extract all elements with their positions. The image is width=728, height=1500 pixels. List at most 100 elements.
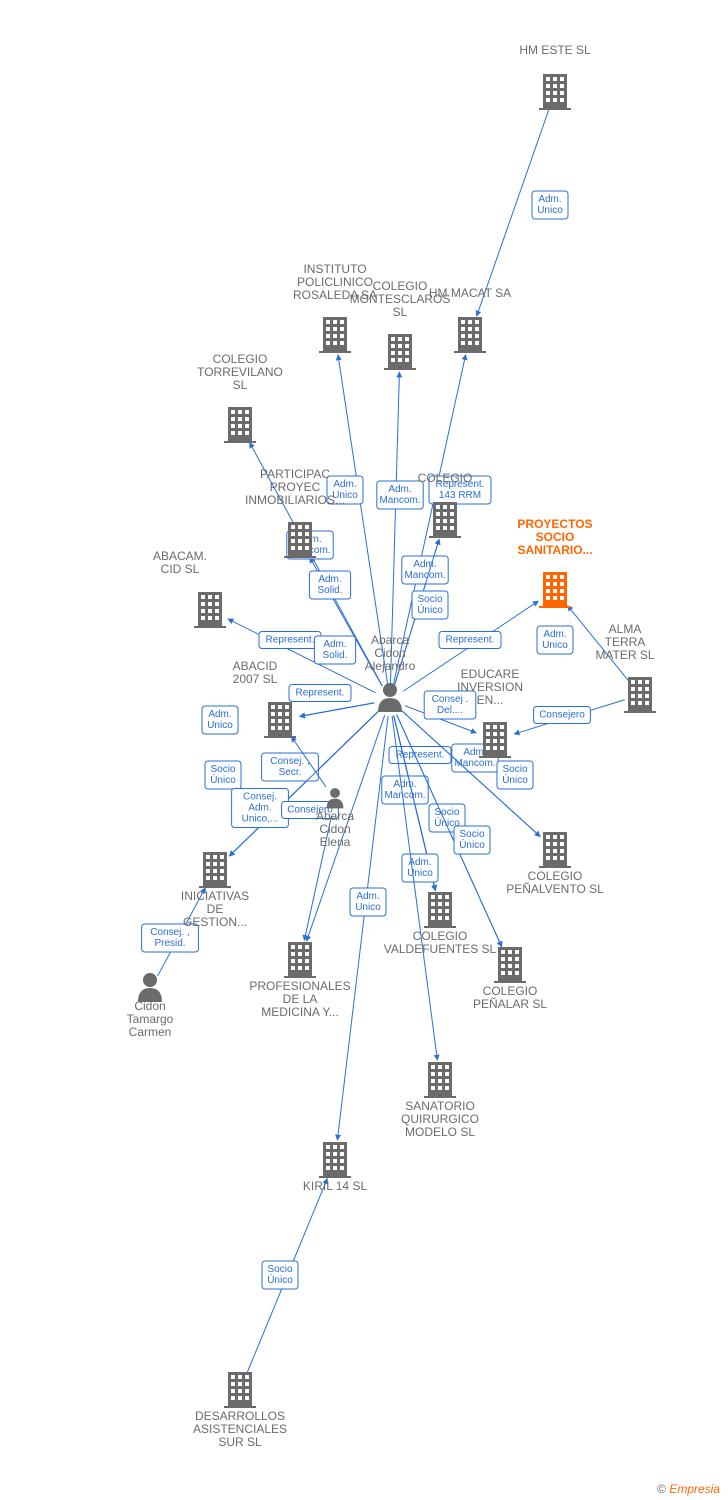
edge-label-text: Consej. bbox=[243, 792, 277, 803]
edge-label-text: Único bbox=[459, 838, 485, 851]
node-label: COLEGIO bbox=[483, 984, 538, 998]
node-label: DESARROLLOS bbox=[195, 1409, 285, 1423]
node-label: COLEGIO bbox=[413, 929, 468, 943]
building-icon bbox=[224, 407, 256, 443]
edge bbox=[229, 711, 378, 856]
node-label: Tamargo bbox=[127, 1012, 174, 1026]
edge-label-text: Consejero bbox=[539, 710, 585, 721]
edge-label-text: Adm. bbox=[208, 709, 231, 720]
building-icon bbox=[284, 942, 316, 978]
building-icon bbox=[194, 592, 226, 628]
person-icon bbox=[327, 788, 344, 808]
node-label: PEÑALVENTO SL bbox=[506, 882, 604, 896]
building-icon bbox=[539, 832, 571, 868]
node-label: INMOBILIARIOS... bbox=[245, 493, 345, 507]
edge bbox=[392, 716, 437, 1060]
node-label: PARTICIPAC bbox=[260, 467, 330, 481]
edge-label-text: Unico bbox=[207, 720, 233, 731]
edge-label-text: Adm. bbox=[323, 639, 346, 650]
node-label: PROFESIONALES bbox=[249, 979, 350, 993]
edge-label-text: Unico,... bbox=[242, 814, 279, 825]
edge-label-text: Socio bbox=[502, 764, 527, 775]
edge-label-text: Único bbox=[267, 1273, 293, 1286]
building-icon bbox=[539, 74, 571, 110]
node-label: COLEGIO bbox=[418, 471, 473, 485]
edge-label-text: Presid. bbox=[154, 938, 185, 949]
node-label: Abarca bbox=[316, 809, 354, 823]
building-icon bbox=[479, 722, 511, 758]
edge-label-text: Unico bbox=[542, 640, 568, 651]
node-label: Alejandro bbox=[365, 659, 416, 673]
edge-label-text: Único bbox=[502, 773, 528, 786]
edge-label-text: Represent. bbox=[296, 688, 345, 699]
node-label: QUIRURGICO bbox=[401, 1112, 479, 1126]
building-icon bbox=[424, 1062, 456, 1098]
edge-label-text: Socio bbox=[210, 764, 235, 775]
edge-label-text: Adm. bbox=[413, 559, 436, 570]
node-label: EDUCARE bbox=[461, 667, 520, 681]
edge-label-text: Socio bbox=[417, 594, 442, 605]
node-label: DE LA bbox=[283, 992, 318, 1006]
node-label: POLICLINICO bbox=[297, 275, 373, 289]
building-icon bbox=[199, 852, 231, 888]
edge-label-text: Socio bbox=[459, 829, 484, 840]
edge-label-text: Consej. , bbox=[270, 756, 309, 767]
node-label: Cidon bbox=[374, 646, 405, 660]
node-label: PROYEC bbox=[270, 480, 321, 494]
edge-label-text: Secr. bbox=[279, 767, 302, 778]
edge-label-text: Solid. bbox=[317, 585, 342, 596]
node-label: COLEGIO bbox=[528, 869, 583, 883]
node-label: ABACID bbox=[233, 659, 278, 673]
building-icon bbox=[284, 522, 316, 558]
edge-label-text: Del.... bbox=[437, 705, 463, 716]
edge-label-text: Adm. bbox=[333, 479, 356, 490]
edge bbox=[300, 703, 375, 717]
node-label: INVERSION bbox=[457, 680, 523, 694]
building-icon bbox=[224, 1372, 256, 1408]
edge-label-text: Unico bbox=[355, 902, 381, 913]
node-label: Cidon bbox=[134, 999, 165, 1013]
node-label: 2007 SL bbox=[233, 672, 278, 686]
node-label: Abarca bbox=[371, 633, 409, 647]
building-icon bbox=[539, 572, 571, 608]
edge-label-text: Mancom. bbox=[384, 790, 425, 801]
edge-label-text: Represent. bbox=[446, 635, 495, 646]
node-label: KIRIL 14 SL bbox=[303, 1179, 368, 1193]
node-label: SANATORIO bbox=[405, 1099, 475, 1113]
node-label: PROYECTOS bbox=[517, 517, 592, 531]
edge-label-text: Adm. bbox=[388, 484, 411, 495]
building-icon bbox=[264, 702, 296, 738]
node-label: COLEGIO bbox=[373, 279, 428, 293]
node-label: ALMA bbox=[609, 622, 642, 636]
node-label: MODELO SL bbox=[405, 1125, 475, 1139]
edge-label-text: Unico bbox=[407, 868, 433, 879]
edge-label-text: Solid. bbox=[322, 650, 347, 661]
building-icon bbox=[384, 334, 416, 370]
edge-label-text: Adm. bbox=[318, 574, 341, 585]
building-icon bbox=[454, 317, 486, 353]
copyright-symbol: © bbox=[657, 1482, 666, 1496]
node-label: ABACAM. bbox=[153, 549, 207, 563]
node-label: PEÑALAR SL bbox=[473, 997, 547, 1011]
footer-credit: © Empresia bbox=[657, 1482, 720, 1496]
person-icon bbox=[138, 973, 162, 1002]
brand-name: Empresia bbox=[669, 1482, 720, 1496]
node-label: TORREVILANO bbox=[197, 365, 283, 379]
node-label: ROSALEDA SA bbox=[293, 288, 377, 302]
edge-label-text: Consej . bbox=[432, 694, 469, 705]
edge-label-text: Adm. bbox=[248, 803, 271, 814]
node-label: EN... bbox=[477, 693, 504, 707]
edge-label-text: Adm. bbox=[356, 891, 379, 902]
node-label: INICIATIVAS bbox=[181, 889, 249, 903]
node-label: Cidon bbox=[319, 822, 350, 836]
edge-label-text: Socio bbox=[434, 807, 459, 818]
edge-label-text: Represent. bbox=[266, 635, 315, 646]
node-label: Elena bbox=[320, 835, 351, 849]
building-icon bbox=[624, 677, 656, 713]
node-label: COLEGIO bbox=[213, 352, 268, 366]
node-label: SL bbox=[393, 305, 408, 319]
edge-label-text: Único bbox=[417, 603, 443, 616]
node-label: MATER SL bbox=[595, 648, 654, 662]
node-label: Carmen bbox=[129, 1025, 172, 1039]
edge-label-text: Mancom. bbox=[454, 758, 495, 769]
